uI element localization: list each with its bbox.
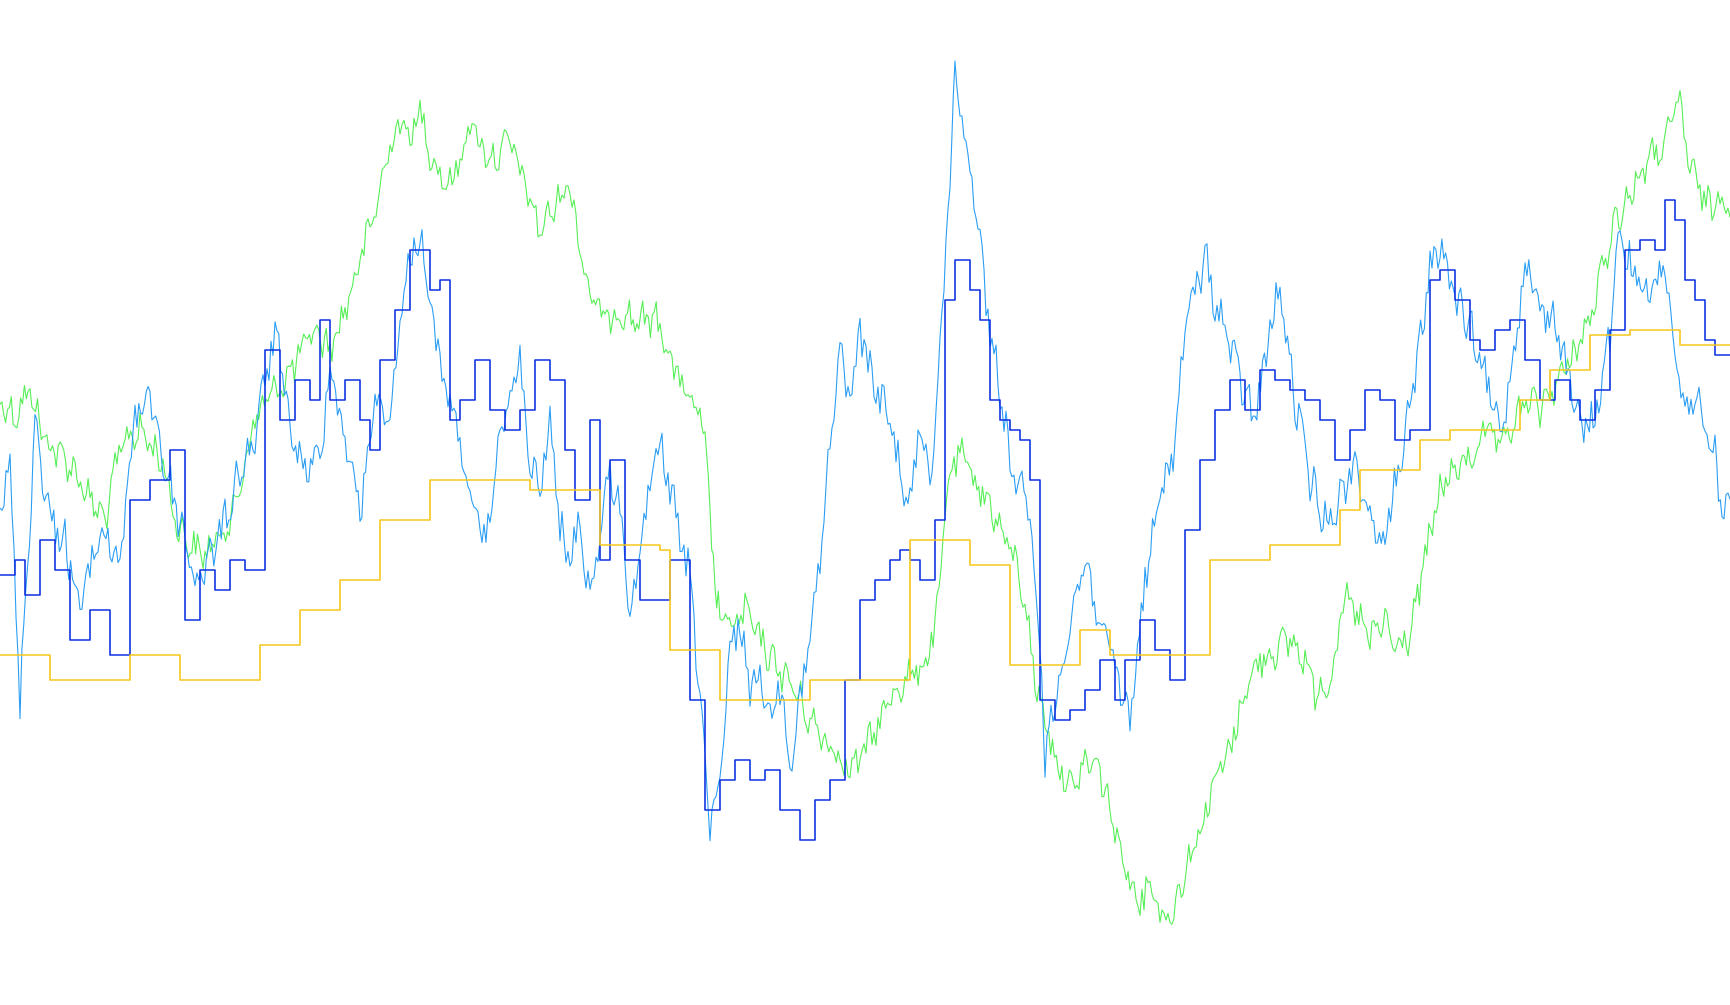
series-line-4 [0,329,1730,701]
series-layer [0,60,1730,925]
series-line-1 [0,89,1730,925]
series-line-2 [0,60,1730,842]
